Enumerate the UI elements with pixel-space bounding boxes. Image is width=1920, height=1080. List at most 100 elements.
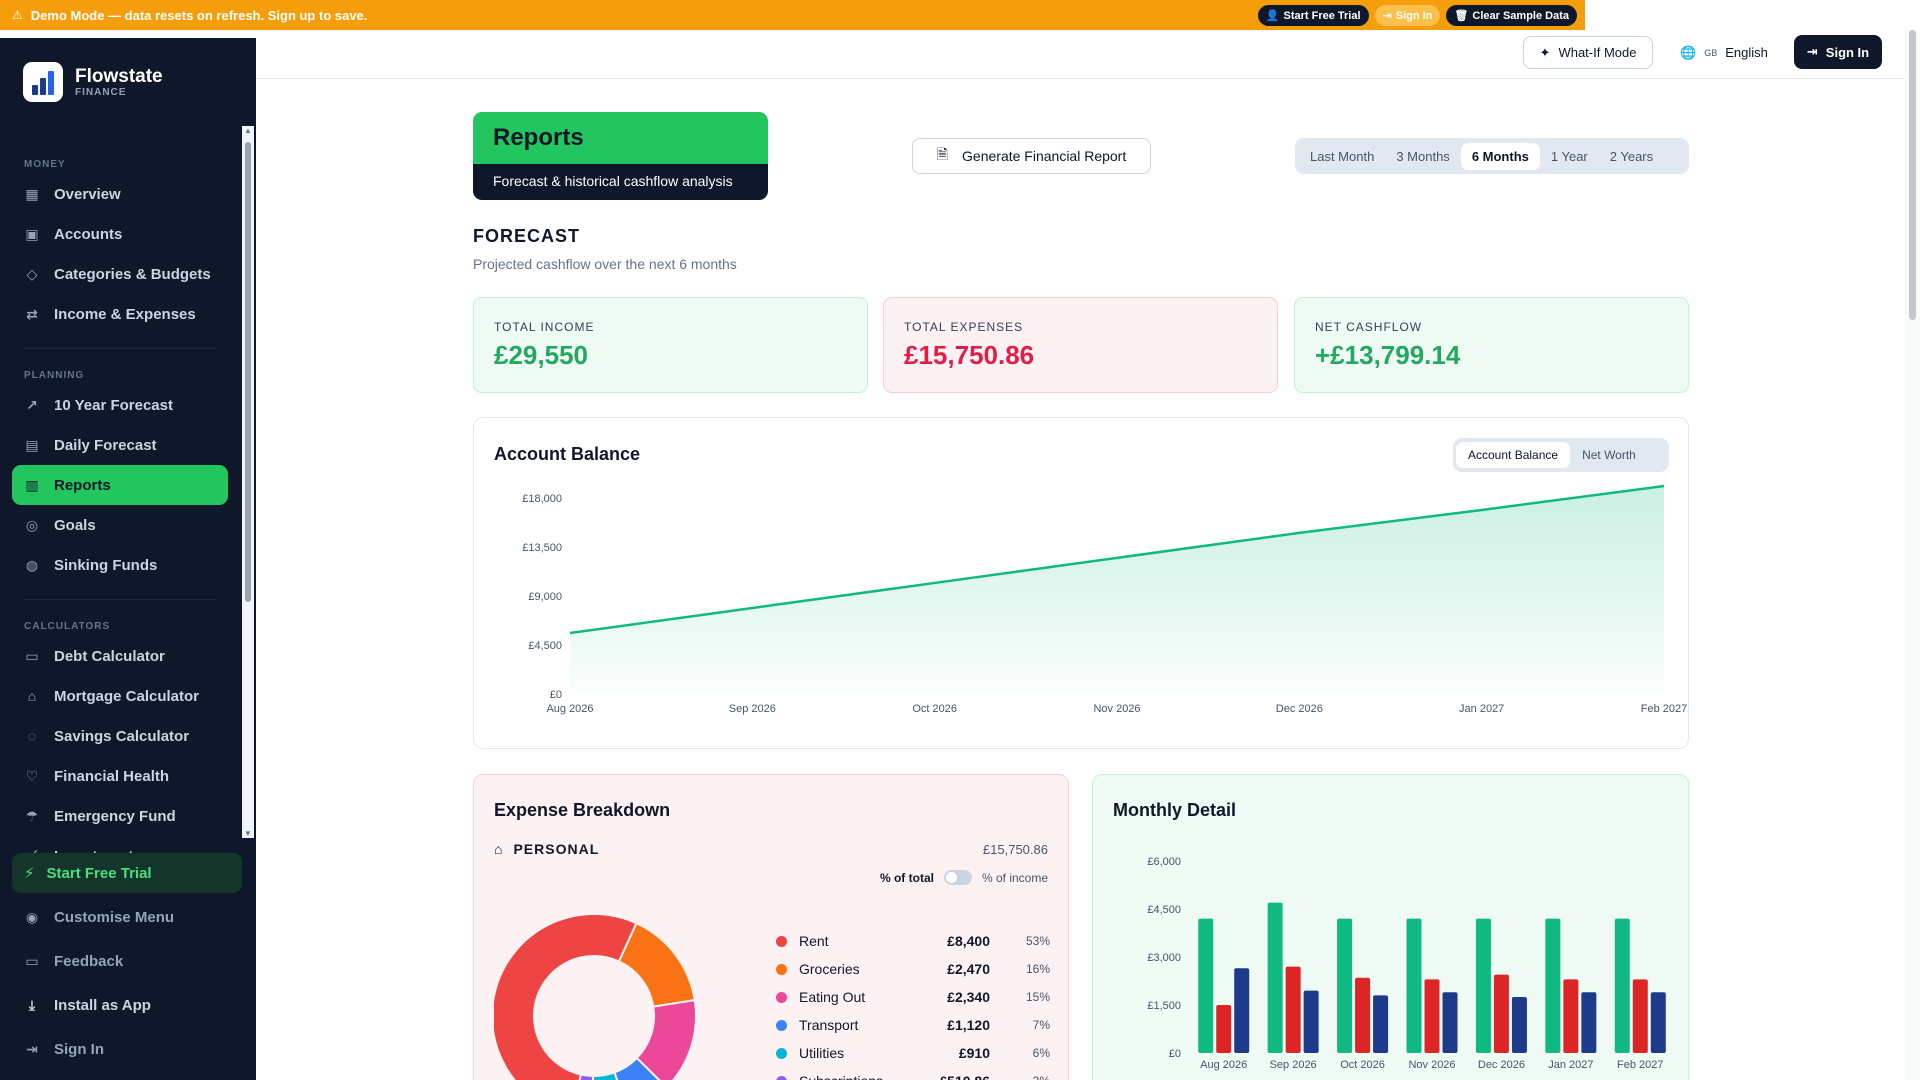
home-icon: ⌂ (27, 688, 37, 704)
sidebar-scrollbar[interactable]: ▲ ▼ (242, 126, 254, 838)
banner-clear-data-button[interactable]: 🗑 Clear Sample Data (1446, 5, 1577, 26)
generate-report-button[interactable]: 🗎 Generate Financial Report (912, 138, 1151, 174)
calendar-icon: ▤ (25, 436, 39, 453)
user-plus-icon: 👤 (1265, 10, 1280, 22)
donut-slice[interactable] (613, 1056, 666, 1080)
sidebar-item-reports[interactable]: ▥ Reports (12, 465, 228, 505)
legend-dot (776, 1075, 787, 1080)
monthly-bar (1355, 977, 1371, 1053)
y-tick-label: £13,500 (522, 542, 562, 554)
total-income-card: TOTAL INCOME £29,550 (473, 297, 868, 393)
install-app-button[interactable]: ⤓ Install as App (12, 985, 242, 1025)
savings-icon: ◌ (27, 728, 37, 744)
x-tick-label: Feb 2027 (1641, 703, 1687, 715)
expense-legend: Rent £8,400 53% Groceries £2,470 16% Eating Ou… (776, 927, 1050, 1080)
donut-slice[interactable] (635, 998, 697, 1080)
balance-toggle-option[interactable]: Account Balance (1456, 442, 1571, 468)
monthly-bar (1650, 992, 1666, 1053)
legend-row: Eating Out £2,340 15% (776, 983, 1050, 1011)
trash-icon: 🗑 (1454, 10, 1469, 22)
language-selector[interactable]: 🌐 GB English (1680, 36, 1768, 69)
range-selector: Last Month 3 Months 6 Months 1 Year 2 Years (1295, 138, 1689, 174)
monthly-detail-card: Monthly Detail £0 £1,500 £3,000 £4,500 £6,00… (1092, 774, 1689, 1080)
donut-slice[interactable] (572, 1073, 595, 1080)
login-icon: ⇥ (1806, 44, 1818, 59)
wallet-icon: ▣ (25, 225, 39, 242)
sidebar-item-overview[interactable]: ▦ Overview (12, 174, 228, 214)
x-tick-label: Jan 2027 (1459, 703, 1504, 715)
balance-toggle-option[interactable]: Net Worth (1582, 448, 1636, 462)
sidebar-item-financial-health[interactable]: ♡ Financial Health (12, 756, 228, 796)
what-if-mode-button[interactable]: ✦ What-If Mode (1523, 36, 1653, 69)
sidebar-item-goals[interactable]: ◎ Goals (12, 505, 228, 545)
sidebar-item-income-expenses[interactable]: ⇄ Income & Expenses (12, 294, 228, 334)
brand[interactable]: Flowstate FINANCE (23, 62, 163, 102)
sidebar-item-label: Savings Calculator (54, 727, 190, 745)
sidebar-start-trial-button[interactable]: ⚡ Start Free Trial (12, 853, 242, 893)
monthly-bar (1493, 974, 1509, 1053)
group-header: ⌂ PERSONAL (494, 841, 600, 857)
sidebar-item-daily-forecast[interactable]: ▤ Daily Forecast (12, 425, 228, 465)
balance-toggle: Account Balance Net Worth (1453, 438, 1669, 472)
legend-dot (776, 935, 787, 947)
nav-section-title: MONEY (24, 159, 66, 170)
sidebar-item-accounts[interactable]: ▣ Accounts (12, 214, 228, 254)
legend-percent: 16% (1025, 962, 1050, 976)
sidebar-item-mortgage-calculator[interactable]: ⌂ Mortgage Calculator (12, 676, 228, 716)
x-tick-label: Nov 2026 (1093, 703, 1140, 715)
range-option[interactable]: 1 Year (1550, 148, 1588, 164)
expense-breakdown-card: Expense Breakdown ⌂ PERSONAL £15,750.86 %… (473, 774, 1069, 1080)
sidebar-item-emergency-fund[interactable]: ☂ Emergency Fund (12, 796, 228, 836)
legend-dot (776, 991, 787, 1003)
trend-icon: ↗ (26, 396, 38, 413)
sidebar-item-savings-calculator[interactable]: ◌ Savings Calculator (12, 716, 228, 756)
monthly-bar (1614, 918, 1630, 1053)
banner-start-trial-button[interactable]: 👤 Start Free Trial (1257, 5, 1369, 26)
monthly-bar (1373, 995, 1389, 1053)
monthly-bar (1216, 1005, 1232, 1053)
legend-row: Transport £1,120 7% (776, 1011, 1050, 1039)
customise-menu-button[interactable]: ◉ Customise Menu (25, 908, 175, 926)
stat-label: TOTAL EXPENSES (904, 320, 1024, 334)
monthly-bar (1198, 918, 1214, 1053)
sidebar-nav: MONEY ▦ Overview ▣ Accounts ◇ Categories & Bud… (0, 134, 240, 877)
bolt-icon: ⚡ (24, 865, 35, 882)
sidebar: Flowstate FINANCE MONEY ▦ Overview ▣ Account… (0, 38, 256, 1080)
legend-percent: 53% (1025, 934, 1050, 948)
page-header: Reports Forecast & historical cashflow a… (473, 112, 768, 200)
legend-dot (776, 1019, 787, 1031)
feedback-button[interactable]: ▭ Feedback (25, 952, 124, 970)
sidebar-item-label: Sinking Funds (54, 556, 158, 574)
monthly-detail-chart: £0 £1,500 £3,000 £4,500 £6,000 Aug 2026 Sep 20… (1147, 856, 1666, 1071)
range-option[interactable]: 6 Months (1460, 142, 1540, 170)
sidebar-sign-in-button[interactable]: ⇥ Sign In (12, 1029, 242, 1069)
topbar-sign-in-button[interactable]: ⇥ Sign In (1794, 35, 1882, 69)
sidebar-item-categories-budgets[interactable]: ◇ Categories & Budgets (12, 254, 228, 294)
range-option[interactable]: 3 Months (1396, 148, 1450, 164)
demo-banner: ⚠ Demo Mode — data resets on refresh. Si… (0, 0, 1585, 30)
forecast-title: FORECAST (473, 226, 580, 246)
legend-percent: 7% (1032, 1018, 1050, 1032)
legend-name: Groceries (799, 961, 860, 977)
sidebar-item-sinking-funds[interactable]: ◍ Sinking Funds (12, 545, 228, 585)
flag-label: GB (1704, 47, 1718, 58)
legend-percent: 15% (1025, 990, 1050, 1004)
donut-slice[interactable] (617, 921, 696, 1008)
range-option[interactable]: 2 Years (1609, 148, 1654, 164)
range-option[interactable]: Last Month (1310, 148, 1375, 164)
x-tick-label: Oct 2026 (1340, 1059, 1385, 1071)
sidebar-item-label: Financial Health (54, 767, 170, 785)
banner-sign-in-button[interactable]: ⇥ Sign In (1374, 5, 1441, 26)
piggy-icon: ◍ (25, 556, 39, 573)
donut-slice[interactable] (494, 913, 638, 1080)
legend-name: Utilities (799, 1045, 845, 1061)
percent-toggle[interactable] (943, 870, 972, 885)
sidebar-item-label: Income & Expenses (54, 305, 196, 323)
page-scrollbar[interactable] (1905, 30, 1920, 1080)
donut-slice[interactable] (591, 1071, 628, 1080)
nav-section-title: CALCULATORS (24, 621, 111, 632)
target-icon: ◎ (25, 516, 39, 533)
sidebar-item-debt-calculator[interactable]: ▭ Debt Calculator (12, 636, 228, 676)
monthly-bar (1285, 966, 1301, 1053)
sidebar-item-10-year-forecast[interactable]: ↗ 10 Year Forecast (12, 385, 228, 425)
